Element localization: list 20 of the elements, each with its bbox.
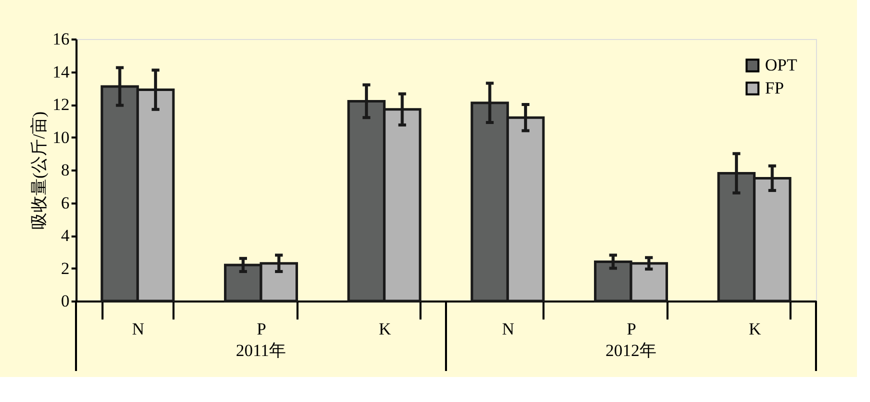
text: 2012年 xyxy=(606,341,656,360)
y-tick-label: 8 xyxy=(61,160,70,180)
x-tick-label: P xyxy=(256,320,266,338)
text: 2011年 xyxy=(236,341,286,360)
y-tick-label: 16 xyxy=(52,30,70,48)
y-tick-label: 10 xyxy=(52,128,70,147)
y-tick-label: 12 xyxy=(52,95,70,114)
y-tick-label: 0 xyxy=(61,292,70,310)
y-tick-label: 6 xyxy=(61,193,70,212)
x-tick-label: N xyxy=(132,320,144,338)
x-tick-label: N xyxy=(502,320,514,338)
y-tick-label: 2 xyxy=(61,258,70,278)
x-tick-label: K xyxy=(748,320,762,338)
y-axis-title: 吸收量(公斤/亩) xyxy=(30,111,48,230)
legend-label: FP xyxy=(765,78,784,98)
x-tick-label: K xyxy=(378,320,392,338)
legend-label: OPT xyxy=(765,56,798,74)
y-tick-label: 4 xyxy=(61,226,70,245)
y-tick-label: 14 xyxy=(52,62,70,82)
x-tick-label: P xyxy=(626,320,636,338)
